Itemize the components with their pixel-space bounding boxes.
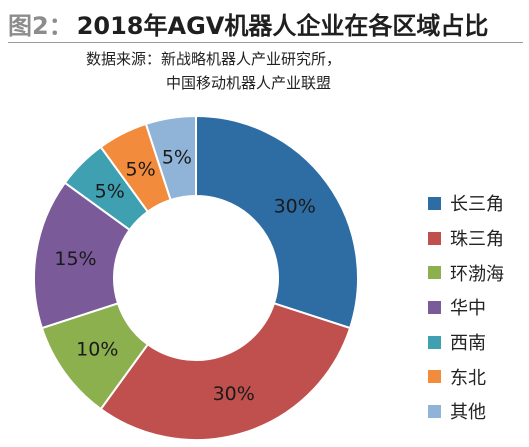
slice-label-5: 5% [95,181,125,203]
legend-label: 东北 [450,367,486,389]
legend-label: 珠三角 [450,229,504,251]
chart-header: 图2： 2018年AGV机器人企业在各区域占比 数据来源：新战略机器人产业研究所，… [0,0,529,100]
legend-item-1: 长三角 [428,186,504,221]
legend-item-6: 东北 [428,359,504,394]
legend-label: 西南 [450,333,486,355]
legend-swatch [428,404,441,418]
legend-item-7: 其他 [428,394,504,429]
chart-title: 2018年AGV机器人企业在各区域占比 [76,12,489,40]
legend-label: 长三角 [450,194,504,216]
legend-label: 环渤海 [450,263,504,285]
legend-item-3: 环渤海 [428,255,504,290]
chart-legend: 长三角珠三角环渤海华中西南东北其他 [428,186,504,429]
legend-swatch [428,266,441,280]
slice-label-3: 10% [76,339,118,361]
slice-label-4: 15% [54,248,96,270]
legend-label: 其他 [450,402,486,424]
source-note: 数据来源：新战略机器人产业研究所， 中国移动机器人产业联盟 [86,47,341,95]
legend-swatch [428,335,441,349]
source-line-1: 数据来源：新战略机器人产业研究所， [86,50,342,68]
title-row: 图2： 2018年AGV机器人企业在各区域占比 [8,6,488,41]
source-line-2: 中国移动机器人产业联盟 [166,74,332,92]
slice-1 [195,114,359,330]
title-divider [8,42,523,43]
slice-7 [144,114,197,202]
legend-item-2: 珠三角 [428,221,504,256]
legend-label: 华中 [450,298,486,320]
legend-swatch [428,300,441,314]
legend-item-4: 华中 [428,290,504,325]
legend-swatch [428,231,441,245]
slice-label-6: 5% [126,158,156,180]
legend-swatch [428,370,441,384]
slice-label-2: 30% [213,383,255,405]
figure-label: 图2： [8,12,73,40]
legend-swatch [428,196,441,210]
slice-label-7: 5% [162,147,192,169]
legend-item-5: 西南 [428,325,504,360]
slice-label-1: 30% [274,195,316,217]
slice-2 [99,302,352,441]
